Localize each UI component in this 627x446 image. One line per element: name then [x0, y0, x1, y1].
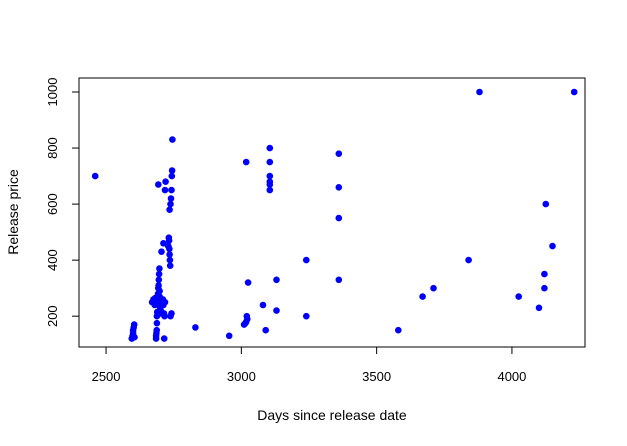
y-tick-label: 800: [45, 137, 60, 159]
data-point: [161, 186, 169, 194]
data-point: [153, 326, 160, 334]
data-point: [156, 265, 163, 272]
data-point: [153, 319, 161, 327]
data-point: [262, 326, 270, 334]
data-point: [160, 335, 168, 342]
y-axis-title: Release price: [5, 169, 21, 255]
data-point: [395, 326, 402, 334]
data-point: [430, 284, 437, 292]
data-point: [266, 144, 274, 152]
data-point: [91, 172, 99, 180]
data-point: [161, 298, 169, 306]
data-point: [541, 284, 548, 292]
data-point: [476, 88, 483, 96]
data-point: [266, 181, 274, 188]
y-tick-label: 600: [45, 193, 60, 215]
data-point: [168, 167, 176, 174]
data-point: [166, 206, 173, 213]
data-point: [168, 186, 175, 194]
data-point: [155, 181, 162, 188]
data-point: [549, 242, 556, 250]
x-tick-label: 2500: [92, 369, 121, 384]
data-point: [242, 158, 250, 166]
x-axis: 2500 3000 3500 4000: [92, 347, 526, 384]
data-point: [168, 310, 175, 317]
y-axis: 200 400 600 800 1000: [45, 78, 79, 327]
data-point: [570, 88, 578, 96]
data-point: [266, 172, 274, 180]
y-tick-label: 200: [45, 305, 60, 327]
data-point: [162, 178, 169, 185]
data-point: [192, 324, 199, 331]
data-point: [158, 248, 165, 255]
data-point: [166, 256, 174, 264]
data-point: [465, 256, 472, 264]
data-point: [225, 332, 233, 340]
x-axis-title: Days since release date: [257, 407, 407, 423]
data-point: [335, 184, 343, 191]
data-point: [167, 195, 175, 202]
data-point: [266, 158, 274, 166]
data-point: [169, 136, 176, 143]
data-point: [156, 287, 163, 295]
y-tick-label: 400: [45, 249, 60, 271]
data-point: [161, 312, 168, 320]
data-point: [166, 251, 173, 258]
data-point: [419, 293, 426, 300]
data-point: [244, 279, 252, 286]
data-point: [160, 240, 167, 247]
data-point: [535, 304, 543, 312]
data-point: [335, 214, 343, 222]
data-point: [168, 172, 176, 180]
data-point: [335, 150, 343, 157]
plot-frame: [78, 77, 586, 348]
data-point: [166, 245, 173, 253]
data-point: [155, 282, 162, 289]
x-tick-label: 3000: [227, 369, 256, 384]
data-points: [91, 88, 578, 342]
data-point: [155, 270, 163, 278]
x-tick-label: 4000: [497, 369, 526, 384]
data-point: [541, 270, 548, 278]
data-point: [273, 276, 280, 284]
data-point: [166, 262, 174, 270]
data-point: [515, 293, 522, 300]
data-point: [335, 276, 343, 284]
y-tick-label: 1000: [45, 78, 60, 107]
x-tick-label: 3500: [362, 369, 391, 384]
data-point: [131, 333, 138, 341]
data-point: [303, 312, 310, 320]
data-point: [259, 301, 267, 309]
data-point: [266, 186, 274, 194]
data-point: [303, 256, 310, 264]
data-point: [155, 276, 163, 284]
data-point: [244, 315, 251, 323]
data-point: [165, 237, 173, 244]
data-point: [273, 307, 280, 314]
data-point: [167, 200, 174, 208]
data-point: [542, 200, 550, 208]
data-point: [130, 321, 138, 328]
